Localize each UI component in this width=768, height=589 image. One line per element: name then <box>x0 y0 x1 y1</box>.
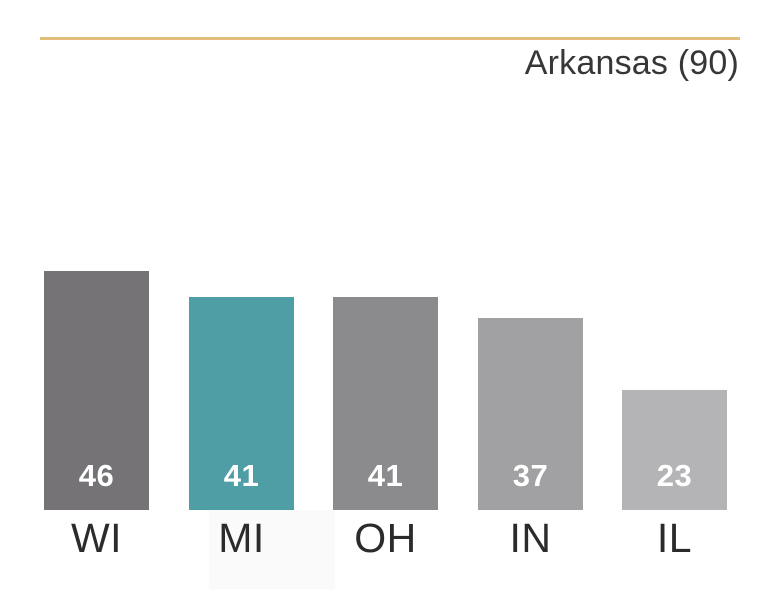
bar-value-label-wi: 46 <box>78 458 115 493</box>
bar-oh: 41 <box>333 297 438 510</box>
bar-value-label-mi: 41 <box>223 458 260 493</box>
bar-il: 23 <box>622 390 727 510</box>
bar-mi: 41 <box>189 297 294 510</box>
bar-value-label-in: 37 <box>512 458 549 493</box>
category-label-wi: WI <box>70 515 123 561</box>
header-divider-rule <box>40 37 740 40</box>
category-label-oh: OH <box>354 515 417 561</box>
highlight-band <box>209 510 335 589</box>
category-label-in: IN <box>509 515 552 561</box>
bar-in: 37 <box>478 318 583 510</box>
chart-title: Arkansas (90) <box>524 44 739 82</box>
category-label-mi: MI <box>218 515 265 561</box>
bar-value-label-il: 23 <box>656 458 693 493</box>
bar-wi: 46 <box>44 271 149 510</box>
category-label-il: IL <box>656 515 693 561</box>
bar-value-label-oh: 41 <box>367 458 404 493</box>
